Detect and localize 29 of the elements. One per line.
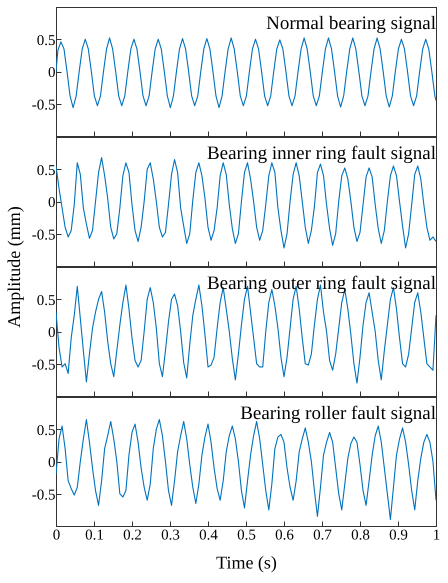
x-tick-label: 0.4 — [199, 528, 218, 544]
y-tick-label: 0.5 — [36, 162, 56, 179]
y-tick-label: 0 — [48, 325, 56, 341]
chart-title: Bearing roller fault signal — [240, 403, 436, 424]
x-tick-label: 0.5 — [237, 528, 256, 544]
x-tick-label: 0.9 — [389, 528, 408, 544]
y-tick-label: 0 — [48, 195, 56, 211]
y-tick-label: 0.5 — [36, 422, 56, 439]
y-tick-label: -0.5 — [32, 97, 56, 114]
y-tick-label: -0.5 — [32, 357, 56, 374]
x-tick-label: 0.2 — [123, 528, 142, 544]
x-tick-label: 0.3 — [161, 528, 180, 544]
chart-title: Bearing outer ring fault signal — [207, 273, 436, 294]
x-tick-label: 0.6 — [275, 528, 294, 544]
y-tick-label: -0.5 — [32, 487, 56, 504]
line-series — [56, 37, 436, 108]
chart-title: Bearing inner ring fault signal — [207, 143, 436, 164]
x-axis-title: Time (s) — [216, 552, 277, 572]
x-tick-label: 1 — [432, 528, 440, 544]
y-tick-label: 0.5 — [36, 292, 56, 309]
x-tick-label: 0.1 — [85, 528, 104, 544]
chart-title: Normal bearing signal — [266, 13, 436, 34]
y-tick-label: 0 — [48, 65, 56, 81]
y-tick-label: -0.5 — [32, 227, 56, 244]
y-tick-label: 0.5 — [36, 32, 56, 49]
y-axis-title: Amplitude (mm) — [4, 206, 24, 328]
x-tick-label: 0.8 — [351, 528, 370, 544]
y-tick-label: 0 — [48, 455, 56, 471]
x-tick-label: 0.7 — [313, 528, 332, 544]
